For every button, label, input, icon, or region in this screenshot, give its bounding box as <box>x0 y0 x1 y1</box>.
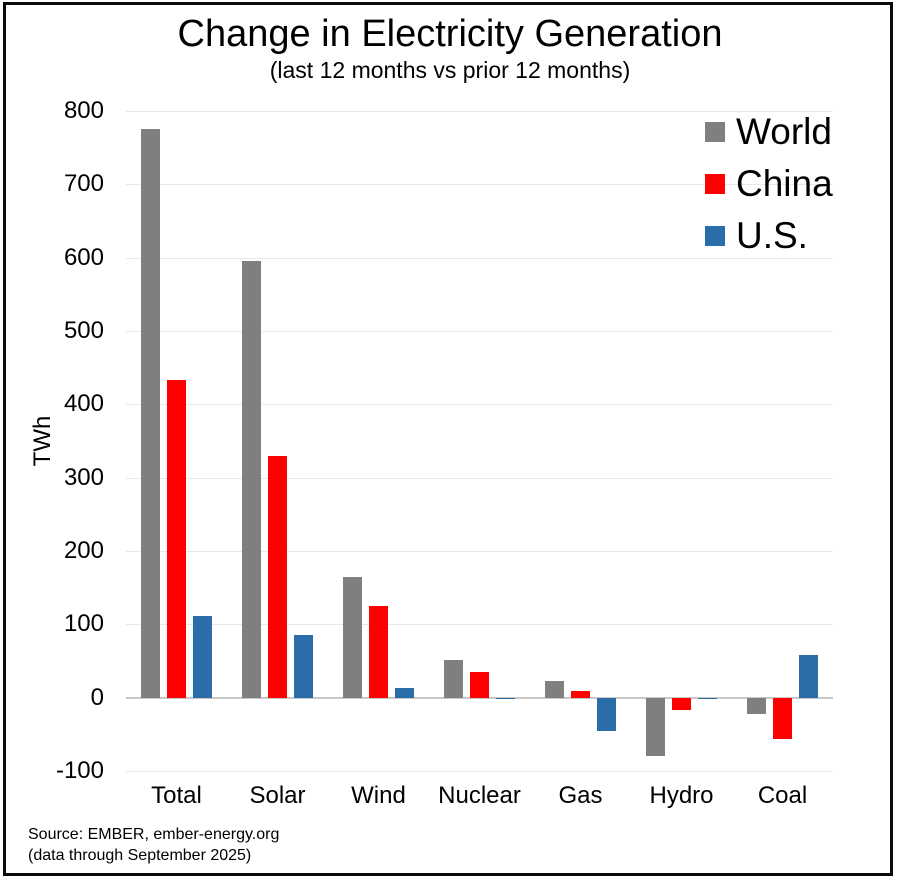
x-axis-label-nuclear: Nuclear <box>438 782 521 809</box>
bar-wind-world <box>343 576 362 698</box>
y-tick-label-300: 300 <box>63 463 104 491</box>
legend: World China U.S. <box>705 106 833 262</box>
gridline-800 <box>126 111 833 112</box>
x-axis-label-solar: Solar <box>249 782 306 809</box>
bar-gas-world <box>545 680 564 698</box>
gridline-300 <box>126 477 833 479</box>
legend-label-world: World <box>736 111 832 152</box>
bar-nuclear-china <box>470 672 489 698</box>
legend-swatch-us <box>705 226 725 246</box>
legend-label-china: China <box>736 163 833 204</box>
x-axis-label-hydro: Hydro <box>649 782 714 809</box>
bar-hydro-us <box>698 697 717 699</box>
x-axis-label-wind: Wind <box>351 782 406 809</box>
gridline-500 <box>126 331 833 332</box>
gridline-0 <box>126 696 833 699</box>
y-tick-label-500: 500 <box>63 317 104 344</box>
y-tick-label-700: 700 <box>63 170 104 198</box>
source-line-2: (data through September 2025) <box>28 847 252 864</box>
legend-swatch-world <box>705 122 725 142</box>
bar-coal-world <box>747 697 766 714</box>
bar-nuclear-world <box>444 659 463 698</box>
gridline-700 <box>126 184 833 186</box>
gridline-200 <box>126 551 833 552</box>
x-axis-label-coal: Coal <box>757 782 808 809</box>
chart-subtitle: (last 12 months vs prior 12 months) <box>269 57 631 83</box>
bar-solar-world <box>242 261 261 698</box>
y-tick-label-0: 0 <box>90 683 104 711</box>
gridline-600 <box>126 257 833 259</box>
y-tick-label-800: 800 <box>63 97 104 124</box>
legend-label-us: U.S. <box>736 215 808 256</box>
bar-nuclear-us <box>496 697 515 700</box>
bar-hydro-china <box>672 697 691 711</box>
bar-hydro-world <box>646 697 665 757</box>
bar-coal-china <box>773 697 792 739</box>
x-axis-label-gas: Gas <box>558 782 603 809</box>
legend-item-us: U.S. <box>705 210 833 262</box>
bar-wind-us <box>395 688 414 698</box>
source-line-1: Source: EMBER, ember-energy.org <box>28 826 280 843</box>
bar-coal-us <box>799 655 818 698</box>
bar-total-us <box>193 615 212 698</box>
bar-solar-china <box>268 455 287 698</box>
legend-item-world: World <box>705 106 833 158</box>
bar-total-china <box>167 380 186 698</box>
y-tick-label-200: 200 <box>63 537 104 564</box>
bar-gas-china <box>571 691 590 698</box>
y-tick-label-400: 400 <box>63 390 104 418</box>
legend-swatch-china <box>705 174 725 194</box>
bar-wind-china <box>369 606 388 698</box>
x-axis-label-total: Total <box>151 782 202 809</box>
gridline-400 <box>126 404 833 406</box>
bar-gas-us <box>597 697 616 731</box>
chart-title: Change in Electricity Generation <box>177 13 723 55</box>
gridline-100 <box>126 624 833 626</box>
bar-total-world <box>141 129 160 698</box>
y-tick-label-100: 100 <box>63 610 104 638</box>
bar-solar-us <box>294 635 313 698</box>
legend-item-china: China <box>705 158 833 210</box>
y-tick-label--100: -100 <box>55 757 104 784</box>
plot-area: 800 700 600 500 400 300 200 100 0 -100 Total Solar W… <box>56 98 833 809</box>
y-tick-label-600: 600 <box>63 243 104 271</box>
gridline--100 <box>126 771 833 772</box>
